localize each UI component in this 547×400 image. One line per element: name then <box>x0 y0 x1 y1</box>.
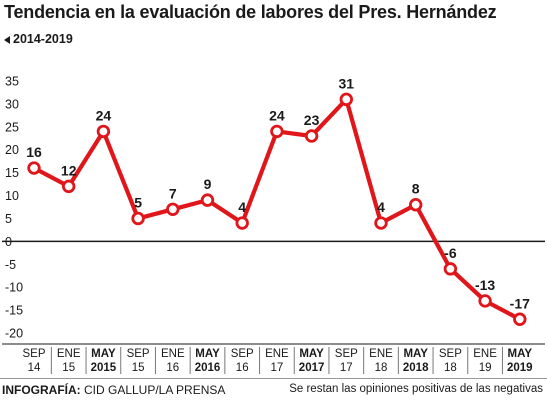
x-tick-label-month: ENE <box>369 348 393 360</box>
chart-title: Tendencia en la evaluación de labores de… <box>4 2 497 22</box>
data-label: 4 <box>238 199 246 215</box>
source-text: CID GALLUP/LA PRENSA <box>80 383 226 397</box>
data-point <box>131 211 145 226</box>
x-tick-label-month: MAY <box>403 348 428 360</box>
data-label: 31 <box>339 75 355 91</box>
x-tick-label-month: MAY <box>195 348 220 360</box>
x-tick-label-year: 2016 <box>195 362 221 374</box>
data-point <box>443 262 458 276</box>
data-label: 16 <box>26 144 42 160</box>
data-label: 4 <box>377 199 385 215</box>
x-tick-label-year: 18 <box>375 362 388 374</box>
data-point <box>61 179 76 194</box>
subtitle-text: 2014-2019 <box>13 32 73 46</box>
y-tick-label: 20 <box>5 143 19 157</box>
x-tick-label-month: SEP <box>127 348 150 360</box>
x-tick-label-month: ENE <box>57 348 81 360</box>
x-tick-label-month: SEP <box>335 348 358 360</box>
x-tick-label-month: MAY <box>508 348 533 360</box>
y-tick-label: 30 <box>5 97 19 111</box>
x-tick-label-year: 16 <box>166 362 179 374</box>
x-tick-label-year: 17 <box>340 362 353 374</box>
x-tick-label-year: 15 <box>62 362 75 374</box>
data-label: 8 <box>412 181 420 197</box>
y-tick-label: 10 <box>5 189 19 203</box>
data-point <box>200 193 215 207</box>
data-point <box>166 202 180 216</box>
data-point <box>339 92 354 107</box>
data-label: -13 <box>475 277 495 293</box>
y-tick-label: 15 <box>5 166 19 180</box>
x-tick-label-month: SEP <box>22 348 45 360</box>
chart-subtitle: 2014-2019 <box>4 32 73 46</box>
data-point <box>409 198 423 212</box>
x-tick-label-year: 19 <box>479 362 492 374</box>
y-tick-label: 25 <box>5 120 19 134</box>
x-tick-label-year: 18 <box>444 362 457 374</box>
y-tick-label: -10 <box>5 281 23 295</box>
data-point <box>27 161 41 175</box>
x-tick-label-month: ENE <box>161 348 185 360</box>
source-label: INFOGRAFÍA: <box>2 383 81 397</box>
y-tick-label: -5 <box>5 258 16 272</box>
y-tick-label: 35 <box>5 75 19 89</box>
source-credit: INFOGRAFÍA: CID GALLUP/LA PRENSA <box>2 383 225 397</box>
y-tick-label: -20 <box>5 327 23 341</box>
line-chart: 35302520151050-5-10-15-20SEP14ENE15MAY20… <box>2 75 545 374</box>
data-label: 7 <box>169 185 177 201</box>
x-tick-label-year: 15 <box>132 362 145 374</box>
data-label: 24 <box>269 107 285 123</box>
data-label: 12 <box>61 162 77 178</box>
data-point <box>270 124 284 139</box>
x-tick-label-year: 14 <box>28 362 41 374</box>
x-tick-label-month: MAY <box>91 348 116 360</box>
data-label: 23 <box>304 112 320 128</box>
x-tick-label-month: SEP <box>231 348 254 360</box>
data-label: 24 <box>96 107 112 123</box>
triangle-marker-icon <box>4 35 10 44</box>
x-tick-label-year: 2017 <box>299 362 325 374</box>
x-tick-label-year: 17 <box>271 362 284 374</box>
data-point <box>304 129 319 143</box>
data-point <box>96 124 111 139</box>
data-point <box>374 216 388 230</box>
data-label: -6 <box>444 245 457 261</box>
data-point <box>513 312 527 326</box>
data-point <box>235 216 249 230</box>
x-tick-label-month: ENE <box>473 348 497 360</box>
x-tick-label-year: 16 <box>236 362 249 374</box>
x-tick-label-year: 2019 <box>507 362 533 374</box>
y-tick-label: -15 <box>5 304 23 318</box>
y-tick-label: 5 <box>5 212 12 226</box>
data-point <box>478 294 492 308</box>
method-note: Se restan las opiniones positivas de las… <box>289 383 543 395</box>
x-tick-label-year: 2018 <box>403 362 429 374</box>
data-label: -17 <box>510 295 530 311</box>
x-tick-label-month: MAY <box>299 348 324 360</box>
x-tick-label-year: 2015 <box>91 362 117 374</box>
x-tick-label-month: ENE <box>265 348 289 360</box>
x-tick-label-month: SEP <box>439 348 462 360</box>
data-label: 9 <box>204 176 212 192</box>
footer-divider <box>0 378 547 379</box>
data-label: 5 <box>134 194 142 210</box>
